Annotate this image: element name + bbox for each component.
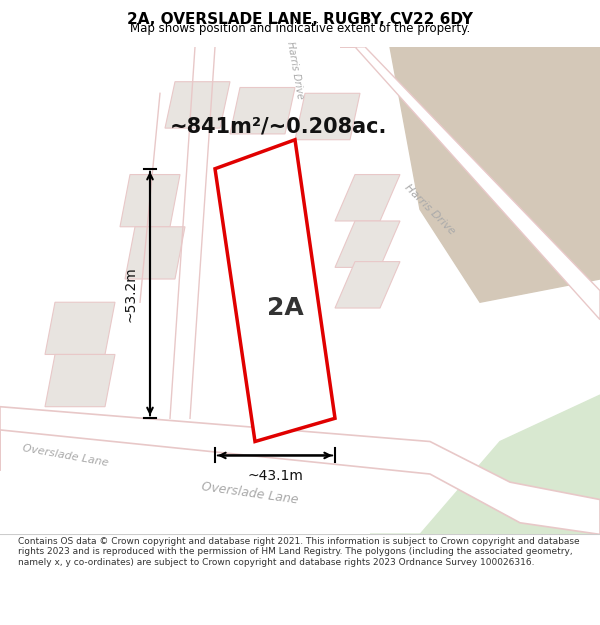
- Polygon shape: [230, 88, 295, 134]
- Polygon shape: [335, 262, 400, 308]
- Polygon shape: [45, 354, 115, 407]
- Text: Overslade Lane: Overslade Lane: [21, 443, 109, 468]
- Text: Overslade Lane: Overslade Lane: [201, 481, 299, 507]
- Text: Contains OS data © Crown copyright and database right 2021. This information is : Contains OS data © Crown copyright and d…: [18, 537, 580, 567]
- Polygon shape: [45, 302, 115, 354]
- Polygon shape: [125, 227, 185, 279]
- Polygon shape: [335, 221, 400, 268]
- Polygon shape: [340, 47, 600, 319]
- Polygon shape: [390, 47, 600, 302]
- Polygon shape: [215, 140, 335, 441]
- Text: ~43.1m: ~43.1m: [247, 469, 303, 483]
- Text: Map shows position and indicative extent of the property.: Map shows position and indicative extent…: [130, 22, 470, 35]
- Text: ~53.2m: ~53.2m: [124, 266, 138, 322]
- Polygon shape: [120, 174, 180, 227]
- Polygon shape: [295, 93, 360, 140]
- Text: Harris Drive: Harris Drive: [285, 41, 305, 100]
- Polygon shape: [335, 174, 400, 221]
- Text: Harris Drive: Harris Drive: [403, 182, 457, 236]
- Text: ~841m²/~0.208ac.: ~841m²/~0.208ac.: [170, 116, 388, 136]
- Polygon shape: [370, 395, 600, 534]
- Text: 2A, OVERSLADE LANE, RUGBY, CV22 6DY: 2A, OVERSLADE LANE, RUGBY, CV22 6DY: [127, 12, 473, 27]
- Text: 2A: 2A: [266, 296, 304, 320]
- Polygon shape: [165, 82, 230, 128]
- Polygon shape: [0, 407, 600, 534]
